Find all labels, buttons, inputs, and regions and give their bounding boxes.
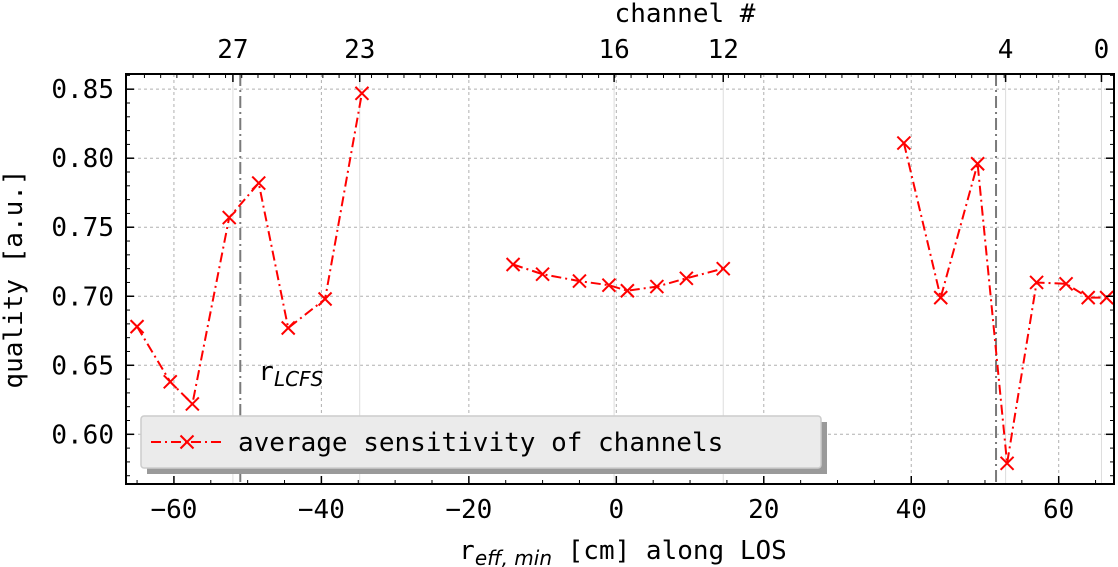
top-tick-label: 23 — [344, 35, 375, 65]
x-tick-label: −20 — [445, 495, 492, 525]
y-axis-label: quality [a.u.] — [0, 169, 29, 388]
marker-stroke — [896, 135, 912, 151]
x-axis-label-rest: [cm] along LOS — [552, 536, 787, 566]
data-point — [1099, 290, 1114, 305]
top-axis-label: channel # — [615, 0, 756, 29]
marker-stroke — [1080, 290, 1096, 305]
data-point — [129, 319, 145, 334]
marker-stroke — [970, 156, 985, 171]
x-tick-label: −40 — [298, 495, 345, 525]
data-point — [185, 396, 200, 412]
marker-stroke — [716, 261, 731, 276]
legend: average sensitivity of channels — [140, 415, 827, 474]
data-point — [649, 279, 665, 294]
marker-stroke — [505, 257, 521, 272]
data-point — [354, 86, 370, 101]
data-point — [163, 374, 178, 390]
x-tick-label: 40 — [896, 495, 927, 525]
data-point — [679, 271, 694, 286]
y-tick-label: 0.75 — [51, 213, 114, 243]
data-series — [129, 86, 1114, 471]
data-point — [222, 210, 237, 225]
top-tick-label: 27 — [217, 35, 248, 65]
marker-stroke — [572, 273, 587, 289]
marker-stroke — [933, 290, 948, 305]
top-tick-label: 4 — [998, 35, 1014, 65]
top-tick-label: 16 — [598, 35, 629, 65]
legend-series-label: average sensitivity of channels — [238, 428, 723, 458]
series-line — [902, 142, 1107, 464]
marker-stroke — [620, 283, 635, 298]
lcfs-label-main: r — [258, 357, 274, 387]
marker-stroke — [535, 266, 550, 282]
marker-stroke — [679, 271, 694, 286]
tick-labels: 0.600.650.700.750.800.85−60 −40 −20 0 20 40 60… — [51, 35, 1109, 525]
marker-stroke — [317, 291, 333, 307]
x-axis-label-sub: eff, min — [475, 546, 552, 567]
data-point — [535, 266, 550, 282]
marker-stroke — [354, 86, 370, 101]
data-point — [933, 290, 948, 305]
y-tick-label: 0.85 — [51, 75, 114, 105]
x-tick-label: 20 — [748, 495, 779, 525]
marker-stroke — [163, 374, 178, 390]
data-point — [970, 156, 985, 171]
data-point — [896, 135, 912, 151]
marker-stroke — [222, 210, 237, 225]
data-point — [601, 278, 617, 293]
marker-stroke — [1099, 290, 1114, 305]
data-point — [281, 320, 296, 336]
data-point — [1029, 275, 1044, 290]
data-point — [251, 175, 266, 191]
marker-stroke — [999, 456, 1015, 471]
series-line — [512, 263, 724, 292]
data-point — [1080, 290, 1096, 305]
lcfs-label: rLCFS — [258, 357, 323, 391]
y-tick-label: 0.60 — [51, 420, 114, 450]
axis-ticks — [126, 74, 1114, 484]
y-tick-label: 0.70 — [51, 282, 114, 312]
lcfs-label-sub: LCFS — [274, 367, 324, 391]
data-point — [572, 273, 587, 289]
x-axis-label: reff, min [cm] along LOS — [459, 536, 787, 567]
x-tick-label: −60 — [150, 495, 197, 525]
top-tick-label: 0 — [1094, 35, 1110, 65]
marker-stroke — [179, 434, 195, 450]
marker-stroke — [1029, 275, 1044, 290]
data-point — [1058, 276, 1074, 292]
x-tick-label: 0 — [608, 495, 624, 525]
x-tick-label: 60 — [1043, 495, 1074, 525]
legend-marker-x — [179, 434, 195, 450]
legend-x-mark — [179, 434, 195, 450]
data-point — [999, 456, 1015, 471]
series-line — [136, 93, 363, 406]
data-point — [505, 257, 521, 272]
marker-stroke — [281, 320, 296, 336]
marker-stroke — [185, 396, 200, 412]
marker-stroke — [251, 175, 266, 191]
top-tick-label: 12 — [708, 35, 739, 65]
marker-stroke — [649, 279, 665, 294]
marker-stroke — [601, 278, 617, 293]
plot-frame — [125, 73, 1115, 485]
data-point — [317, 291, 333, 307]
x-axis-label-main: r — [459, 536, 475, 566]
data-point — [716, 261, 731, 276]
y-tick-label: 0.65 — [51, 351, 114, 381]
legend-box — [140, 415, 822, 469]
data-point — [620, 283, 635, 298]
marker-stroke — [129, 319, 145, 334]
y-tick-label: 0.80 — [51, 144, 114, 174]
marker-stroke — [1058, 276, 1074, 292]
